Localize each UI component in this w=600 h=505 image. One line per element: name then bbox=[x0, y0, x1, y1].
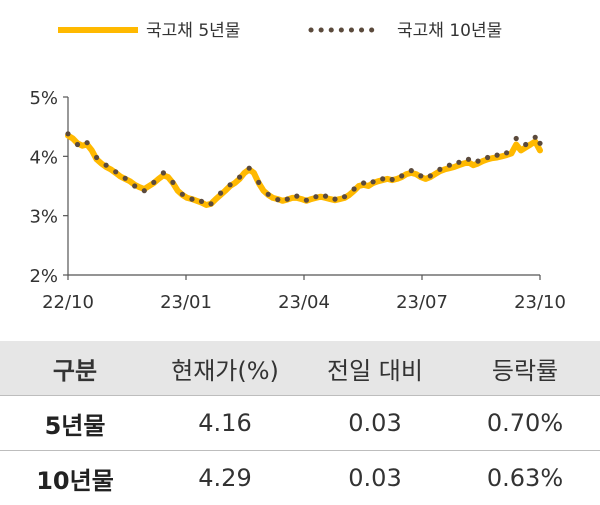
series-point-10y bbox=[361, 180, 366, 185]
y-tick-label: 3% bbox=[29, 207, 58, 228]
series-point-10y bbox=[228, 182, 233, 187]
legend-label-10y: 국고채 10년물 bbox=[397, 21, 502, 41]
series-point-10y bbox=[266, 192, 271, 197]
series-point-10y bbox=[285, 197, 290, 202]
table-row: 5년물 4.16 0.03 0.70% bbox=[0, 396, 600, 451]
x-axis-ticks: 22/10 23/01 23/04 23/07 23/10 bbox=[42, 275, 566, 313]
series-point-10y bbox=[313, 194, 318, 199]
series-point-10y bbox=[123, 176, 128, 181]
series-point-10y bbox=[475, 159, 480, 164]
series-point-10y bbox=[132, 183, 137, 188]
series-point-10y bbox=[504, 150, 509, 155]
current-value: 4.29 bbox=[150, 451, 300, 505]
series-point-10y bbox=[332, 197, 337, 202]
series-point-10y bbox=[342, 194, 347, 199]
series-line-5y bbox=[68, 136, 540, 205]
series-point-10y bbox=[437, 167, 442, 172]
y-tick-label: 5% bbox=[29, 88, 58, 109]
series-point-10y bbox=[199, 199, 204, 204]
series-point-10y bbox=[485, 155, 490, 160]
x-tick-label: 23/10 bbox=[514, 292, 566, 313]
series-point-10y bbox=[237, 175, 242, 180]
series-point-10y bbox=[514, 136, 519, 141]
table-header-row: 구분 현재가(%) 전일 대비 등락률 bbox=[0, 341, 600, 396]
y-tick-label: 4% bbox=[29, 147, 58, 168]
series-point-10y bbox=[380, 176, 385, 181]
header-rate: 등락률 bbox=[450, 341, 600, 396]
series-point-10y bbox=[390, 177, 395, 182]
y-axis-ticks: 2% 3% 4% 5% bbox=[29, 88, 68, 287]
series-point-10y bbox=[352, 186, 357, 191]
legend-label-5y: 국고채 5년물 bbox=[146, 21, 240, 41]
series-point-10y bbox=[456, 160, 461, 165]
change-value: 0.03 bbox=[300, 451, 450, 505]
series-point-10y bbox=[218, 191, 223, 196]
y-tick-label: 2% bbox=[29, 266, 58, 287]
series-point-10y bbox=[409, 168, 414, 173]
series-point-10y bbox=[65, 131, 70, 136]
series-point-10y bbox=[495, 153, 500, 158]
current-value: 4.16 bbox=[150, 396, 300, 451]
series-point-10y bbox=[418, 173, 423, 178]
legend: 국고채 5년물 국고채 10년물 bbox=[58, 21, 502, 41]
series-point-10y bbox=[447, 163, 452, 168]
change-value: 0.03 bbox=[300, 396, 450, 451]
series-point-10y bbox=[170, 180, 175, 185]
series-point-10y bbox=[304, 198, 309, 203]
header-category: 구분 bbox=[0, 341, 150, 396]
series-point-10y bbox=[142, 188, 147, 193]
series-point-10y bbox=[113, 169, 118, 174]
series-point-10y bbox=[208, 201, 213, 206]
series-group bbox=[65, 131, 542, 206]
series-point-10y bbox=[466, 157, 471, 162]
series-point-10y bbox=[537, 141, 542, 146]
series-point-10y bbox=[399, 173, 404, 178]
header-change: 전일 대비 bbox=[300, 341, 450, 396]
row-label: 10년물 bbox=[0, 451, 150, 505]
series-point-10y bbox=[323, 194, 328, 199]
series-point-10y bbox=[151, 180, 156, 185]
series-point-10y bbox=[275, 197, 280, 202]
series-point-10y bbox=[294, 194, 299, 199]
row-label: 5년물 bbox=[0, 396, 150, 451]
series-point-10y bbox=[94, 155, 99, 160]
series-point-10y bbox=[180, 192, 185, 197]
series-point-10y bbox=[247, 166, 252, 171]
x-tick-label: 22/10 bbox=[42, 292, 94, 313]
series-point-10y bbox=[371, 179, 376, 184]
rate-value: 0.70% bbox=[450, 396, 600, 451]
rate-value: 0.63% bbox=[450, 451, 600, 505]
bond-yield-chart: 국고채 5년물 국고채 10년물 2% 3% 4% 5% 22/10 23/01 23/0… bbox=[0, 0, 600, 325]
series-point-10y bbox=[104, 163, 109, 168]
x-tick-label: 23/04 bbox=[278, 292, 330, 313]
table-row: 10년물 4.29 0.03 0.63% bbox=[0, 451, 600, 505]
series-point-10y bbox=[75, 142, 80, 147]
x-tick-label: 23/07 bbox=[396, 292, 448, 313]
series-point-10y bbox=[428, 173, 433, 178]
series-point-10y bbox=[533, 135, 538, 140]
x-tick-label: 23/01 bbox=[160, 292, 212, 313]
header-current: 현재가(%) bbox=[150, 341, 300, 396]
series-point-10y bbox=[523, 142, 528, 147]
series-point-10y bbox=[161, 170, 166, 175]
yield-table: 구분 현재가(%) 전일 대비 등락률 5년물 4.16 0.03 0.70% … bbox=[0, 341, 600, 505]
series-point-10y bbox=[85, 140, 90, 145]
series-point-10y bbox=[256, 180, 261, 185]
series-point-10y bbox=[189, 197, 194, 202]
